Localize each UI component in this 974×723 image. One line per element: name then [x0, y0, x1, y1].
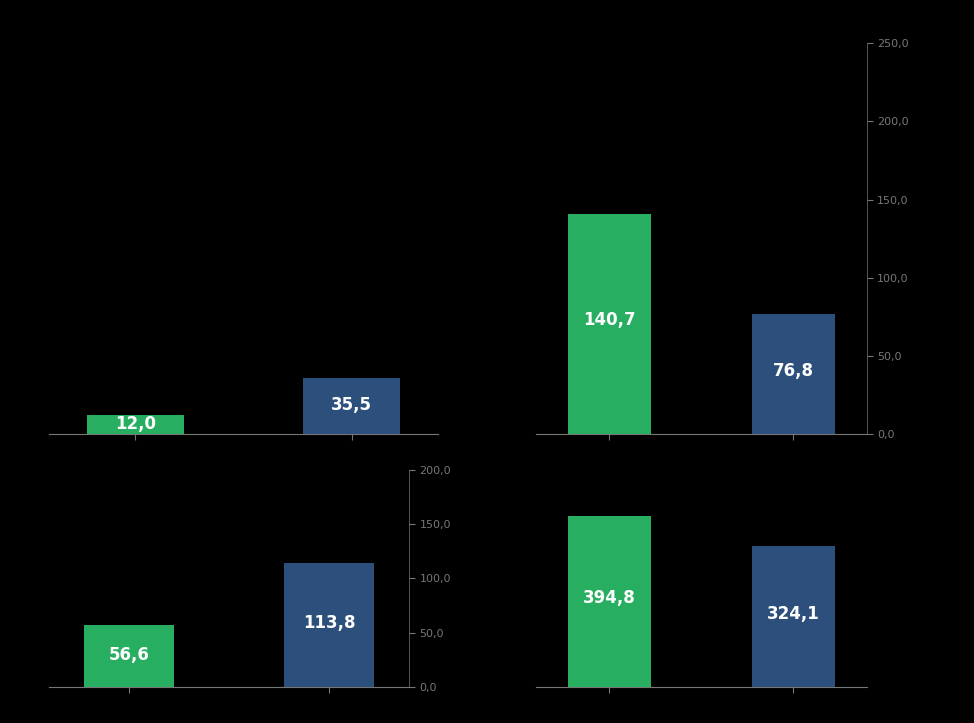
Bar [284, 563, 374, 687]
Bar [84, 625, 173, 687]
Bar [568, 515, 651, 687]
Text: 324,1: 324,1 [767, 604, 820, 623]
Bar [752, 547, 835, 687]
Bar [87, 415, 184, 434]
Bar [303, 378, 400, 434]
Text: 113,8: 113,8 [303, 614, 356, 632]
Bar [568, 214, 651, 434]
Bar [752, 314, 835, 434]
Text: 35,5: 35,5 [331, 396, 372, 414]
Text: 394,8: 394,8 [582, 589, 636, 607]
Text: 12,0: 12,0 [115, 415, 156, 433]
Text: 56,6: 56,6 [108, 646, 149, 664]
Text: 76,8: 76,8 [772, 362, 813, 380]
Text: 140,7: 140,7 [583, 311, 636, 328]
